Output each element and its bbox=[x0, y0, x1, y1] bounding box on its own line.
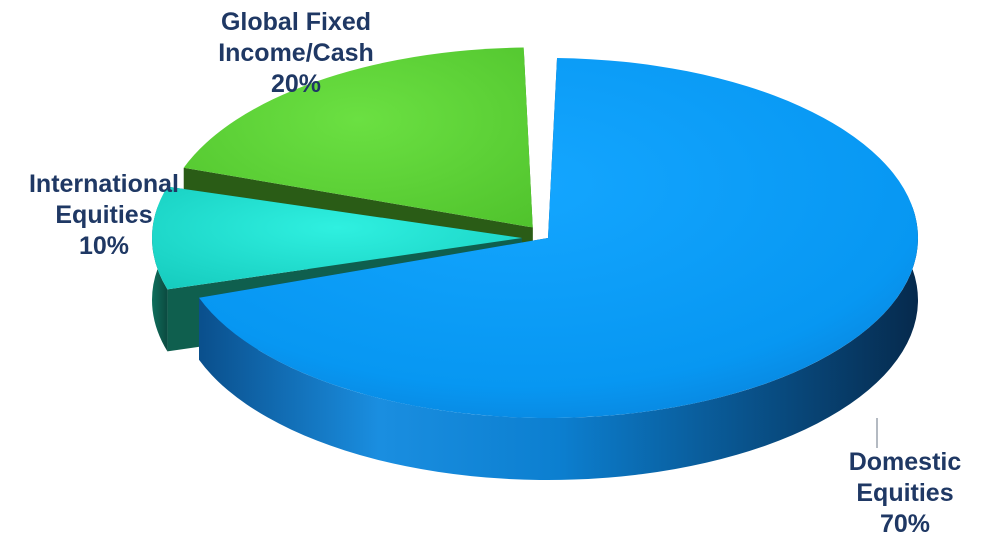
slice-label-3: Global Fixed Income/Cash 20% bbox=[218, 8, 374, 98]
pie-slice-top bbox=[199, 58, 918, 418]
slice-label-line: Equities bbox=[55, 201, 152, 229]
slice-label-line: 70% bbox=[880, 510, 930, 538]
slice-label-line: Equities bbox=[856, 479, 953, 507]
slice-label-line: Global Fixed bbox=[221, 8, 371, 36]
slice-label-1: Domestic Equities 70% bbox=[849, 448, 962, 538]
slice-label-line: International bbox=[29, 170, 179, 198]
slice-label-2: International Equities 10% bbox=[29, 170, 179, 260]
pie-slice-top bbox=[151, 186, 522, 290]
slice-label-line: Domestic bbox=[849, 448, 962, 476]
pie-slice-side-wall bbox=[199, 206, 918, 480]
slice-label-line: Income/Cash bbox=[218, 39, 374, 67]
slice-label-line: 20% bbox=[271, 70, 321, 98]
slice-label-line: 10% bbox=[79, 232, 129, 260]
pie-slice-top bbox=[183, 47, 533, 228]
pie-slice-domestic-equities bbox=[199, 58, 918, 480]
